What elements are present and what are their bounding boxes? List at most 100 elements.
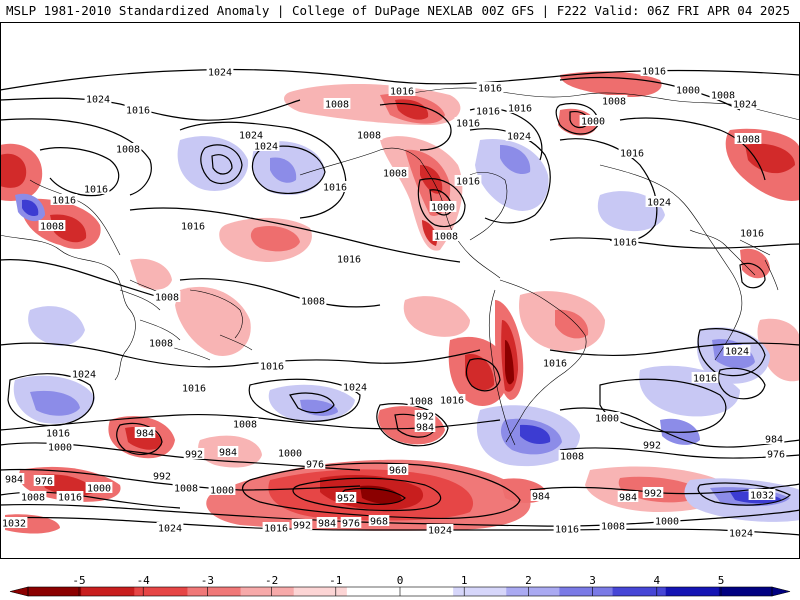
isobar-label-bg <box>82 183 110 194</box>
isobar-label: 1008 <box>434 232 458 243</box>
isobar-label: 1008 <box>602 97 626 108</box>
isobar-label-bg <box>156 522 184 533</box>
isobar-label: 1000 <box>676 86 700 97</box>
colorbar-tick-label: -4 <box>137 574 151 587</box>
isobar-label: 992 <box>153 472 171 483</box>
isobar-label: 1016 <box>84 185 108 196</box>
isobar-label: 992 <box>293 521 311 532</box>
isobar-label: 1024 <box>86 95 110 106</box>
isobar-label: 1016 <box>182 384 206 395</box>
isobar-label: 1024 <box>725 347 749 358</box>
isobar-label-bg <box>368 515 390 526</box>
isobar-label: 1024 <box>72 370 96 381</box>
isobar-label-bg <box>299 295 327 306</box>
isobar-label: 1016 <box>323 183 347 194</box>
isobar-label: 984 <box>532 492 550 503</box>
isobar-label: 1000 <box>581 117 605 128</box>
isobar-label: 1016 <box>181 222 205 233</box>
colorbar-segment <box>506 587 560 596</box>
isobar-label-bg <box>321 181 349 192</box>
isobar-label-bg <box>291 519 313 530</box>
isobar-label-bg <box>180 382 208 393</box>
isobar-label-bg <box>641 439 663 450</box>
isobar-label-bg <box>558 450 586 461</box>
isobar-label-bg <box>114 143 142 154</box>
isobar-label-bg <box>727 527 755 538</box>
isobar-label-bg <box>134 427 156 438</box>
isobar-label-bg <box>506 102 534 113</box>
isobar-label: 1016 <box>52 196 76 207</box>
isobar-label-bg <box>530 490 552 501</box>
colorbar-tick-label: -1 <box>329 574 342 587</box>
isobar-label: 992 <box>644 489 662 500</box>
isobar-label-bg <box>432 230 460 241</box>
isobar-label-bg <box>454 175 482 186</box>
isobar-label-bg <box>474 105 502 116</box>
colorbar-segment <box>559 587 614 596</box>
isobar-label-bg <box>599 520 627 531</box>
colorbar-segment <box>612 587 667 596</box>
isobar-label: 1024 <box>428 526 452 537</box>
isobar-label-bg <box>618 147 646 158</box>
isobar-label: 1000 <box>278 449 302 460</box>
isobar-label: 984 <box>5 475 23 486</box>
isobar-label-bg <box>731 98 759 109</box>
colorbar-tick-label: -2 <box>265 574 278 587</box>
isobar-label-bg <box>335 492 357 503</box>
isobar-label-bg <box>316 517 338 528</box>
isobar-label: 1016 <box>260 362 284 373</box>
isobar-label-bg <box>653 515 681 526</box>
isobar-label-bg <box>33 475 55 486</box>
colorbar-min-arrow <box>9 586 29 597</box>
isobar-label-bg <box>84 93 112 104</box>
isobar-label-bg <box>645 196 673 207</box>
isobar-label-bg <box>153 291 181 302</box>
colorbar-segment <box>240 587 295 596</box>
colorbar-tick-label: 1 <box>461 574 468 587</box>
isobar-label: 1024 <box>733 100 757 111</box>
isobar-label: 1008 <box>116 145 140 156</box>
isobar-label-bg <box>38 220 66 231</box>
isobar-label-bg <box>611 236 639 247</box>
isobar-label: 1024 <box>158 524 182 535</box>
isobar-label-bg <box>407 395 435 406</box>
isobar-label-bg <box>50 194 78 205</box>
colorbar-segment <box>293 587 348 596</box>
isobar-label-bg <box>734 133 762 144</box>
colorbar: -5 -4 -3 -2 -1 0 1 2 3 4 5 <box>9 574 791 597</box>
isobar-label: 1016 <box>46 429 70 440</box>
isobar-label: 1008 <box>301 297 325 308</box>
isobar-label-bg <box>355 129 383 140</box>
isobar-label: 1016 <box>693 374 717 385</box>
isobar-label-bg <box>147 337 175 348</box>
map-title: MSLP 1981-2010 Standardized Anomaly | Co… <box>6 3 473 18</box>
isobar-label-bg <box>85 482 113 493</box>
isobar-label-bg <box>414 421 436 432</box>
isobar-label-bg <box>252 140 280 151</box>
isobar-label: 960 <box>389 466 407 477</box>
isobar-label: 992 <box>416 412 434 423</box>
isobar-label-bg <box>340 517 362 528</box>
isobar-label-bg <box>388 85 416 96</box>
isobar-label-bg <box>691 372 719 383</box>
isobar-label: 1008 <box>601 522 625 533</box>
isobar-label-bg <box>553 523 581 534</box>
isobar-label: 1000 <box>431 203 455 214</box>
isobar-label-bg <box>748 489 776 500</box>
isobar-label: 1016 <box>508 104 532 115</box>
isobar-label: 992 <box>643 441 661 452</box>
isobar-label: 984 <box>318 519 336 530</box>
isobar-label-bg <box>323 98 351 109</box>
isobar-label: 1000 <box>595 414 619 425</box>
isobar-label: 1016 <box>126 106 150 117</box>
isobar-label-bg <box>642 487 664 498</box>
isobar-label: 1032 <box>2 519 26 530</box>
isobar-label: 1024 <box>343 383 367 394</box>
isobar-label-bg <box>56 491 84 502</box>
isobar-label: 1008 <box>155 293 179 304</box>
colorbar-tick-label: 0 <box>397 574 404 587</box>
colorbar-tick-label: -3 <box>201 574 214 587</box>
isobar-label: 1008 <box>233 420 257 431</box>
isobar-label-bg <box>579 115 607 126</box>
isobar-label: 984 <box>219 448 237 459</box>
